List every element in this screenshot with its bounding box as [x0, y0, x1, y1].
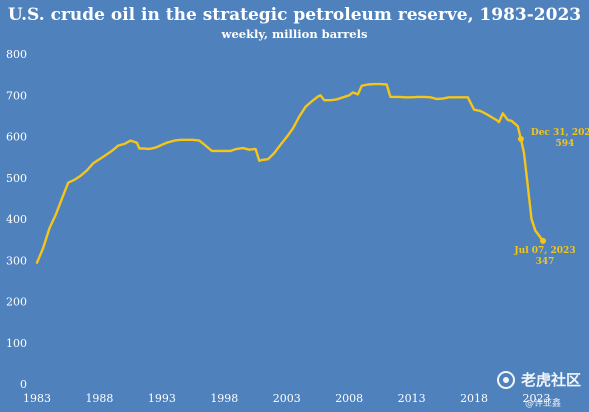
- y-tick-label: 500: [6, 172, 27, 185]
- annotation-point: [517, 135, 524, 142]
- annotation-date-label: Jul 07, 2023: [513, 246, 575, 256]
- watermark: 老虎社区: [496, 369, 581, 390]
- x-tick-label: 2003: [273, 392, 301, 405]
- x-tick-label: 2008: [335, 392, 363, 405]
- y-tick-label: 600: [6, 131, 27, 144]
- watermark-sub: @许亚鑫: [524, 399, 561, 409]
- watermark-text: 老虎社区: [520, 371, 581, 389]
- y-tick-label: 800: [6, 48, 27, 61]
- y-tick-label: 200: [6, 296, 27, 309]
- annotation-point: [540, 237, 547, 244]
- y-tick-label: 300: [6, 254, 27, 267]
- annotation-date-label: Dec 31, 2021: [531, 128, 589, 138]
- chart-title: U.S. crude oil in the strategic petroleu…: [7, 5, 582, 25]
- tiger-logo-icon: [496, 370, 515, 389]
- x-tick-label: 1983: [23, 392, 51, 405]
- x-tick-label: 1998: [210, 392, 238, 405]
- chart-subtitle: weekly, million barrels: [221, 27, 368, 41]
- annotation-value-label: 594: [556, 139, 575, 149]
- x-tick-label: 2023: [523, 392, 551, 405]
- y-tick-label: 700: [6, 89, 27, 102]
- y-axis: 0 100 200 300 400 500 600 700 800: [6, 48, 27, 391]
- annotation-value-label: 347: [536, 257, 555, 267]
- x-tick-label: 1988: [85, 392, 113, 405]
- x-tick-label: 1993: [148, 392, 176, 405]
- series-line: [35, 82, 545, 264]
- x-tick-label: 2018: [460, 392, 488, 405]
- y-tick-label: 0: [20, 378, 27, 391]
- x-axis: 1983 1988 1993 1998 2003 2008 2013 2018 2023: [23, 392, 551, 405]
- series-group: [35, 82, 545, 264]
- y-tick-label: 400: [6, 213, 27, 226]
- x-tick-label: 2013: [398, 392, 426, 405]
- y-tick-label: 100: [6, 337, 27, 350]
